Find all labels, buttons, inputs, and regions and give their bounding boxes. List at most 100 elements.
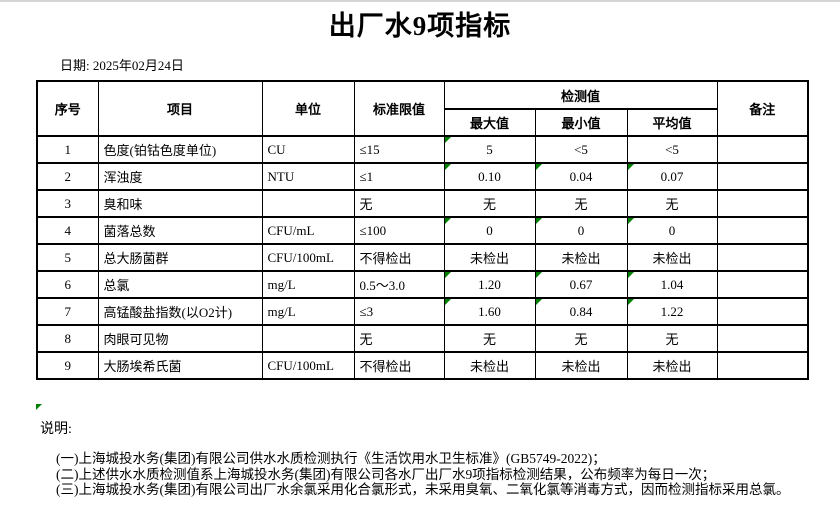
cell-item: 浑浊度 bbox=[97, 162, 263, 191]
cell-avg: 未检出 bbox=[626, 243, 718, 272]
cell-no: 6 bbox=[36, 270, 99, 299]
column-header-min: 最小值 bbox=[534, 108, 628, 137]
note-item: (二)上述供水水质检测值系上海城投水务(集团)有限公司各水厂出厂水9项指标检测结… bbox=[56, 466, 716, 482]
header-row-2: 最大值 最小值 平均值 bbox=[37, 108, 808, 137]
cell-max: 未检出 bbox=[443, 351, 536, 380]
cell-min: 无 bbox=[534, 324, 628, 353]
cell-limit: 无 bbox=[353, 324, 445, 353]
cell-no: 7 bbox=[36, 297, 99, 326]
cell-min: <5 bbox=[534, 135, 628, 164]
cell-avg: 未检出 bbox=[626, 351, 718, 380]
cell-no: 5 bbox=[36, 243, 99, 272]
cell-remark bbox=[716, 216, 809, 245]
cell-min: 0 bbox=[534, 216, 628, 245]
cell-limit: ≤100 bbox=[353, 216, 445, 245]
cell-min: 0.67 bbox=[534, 270, 628, 299]
table-header: 序号 项目 单位 标准限值 检测值 备注 最大值 最小值 平均值 bbox=[36, 80, 809, 137]
cell-unit bbox=[261, 189, 355, 218]
cell-no: 9 bbox=[36, 351, 99, 380]
cell-item: 菌落总数 bbox=[97, 216, 263, 245]
cell-remark bbox=[716, 297, 809, 326]
column-header-no: 序号 bbox=[36, 80, 99, 137]
column-header-item: 项目 bbox=[97, 80, 263, 137]
cell-avg: 1.04 bbox=[626, 270, 718, 299]
cell-min: 0.04 bbox=[534, 162, 628, 191]
table-row: 2 浑浊度 NTU ≤1 0.10 0.04 0.07 bbox=[36, 162, 809, 191]
cell-item: 大肠埃希氏菌 bbox=[97, 351, 263, 380]
cell-remark bbox=[716, 324, 809, 353]
cell-corner-marker-icon bbox=[445, 300, 451, 305]
column-header-unit: 单位 bbox=[261, 80, 355, 137]
cell-corner-marker-icon bbox=[445, 165, 451, 170]
cell-item: 高锰酸盐指数(以O2计) bbox=[97, 297, 263, 326]
cell-remark bbox=[716, 351, 809, 380]
cell-remark bbox=[716, 189, 809, 218]
column-header-avg: 平均值 bbox=[626, 108, 718, 137]
cell-corner-marker-icon bbox=[536, 300, 542, 305]
cell-corner-marker-icon bbox=[628, 273, 634, 278]
cell-max: 未检出 bbox=[443, 243, 536, 272]
cell-max: 无 bbox=[443, 324, 536, 353]
cell-item: 总大肠菌群 bbox=[97, 243, 263, 272]
cell-no: 2 bbox=[36, 162, 99, 191]
header-row-1: 序号 项目 单位 标准限值 检测值 备注 bbox=[36, 80, 809, 137]
notes-label: 说明: bbox=[40, 422, 72, 437]
column-header-limit: 标准限值 bbox=[353, 80, 445, 137]
cell-no: 1 bbox=[36, 135, 99, 164]
cell-limit: 无 bbox=[353, 189, 445, 218]
cell-remark bbox=[716, 243, 809, 272]
cell-unit bbox=[261, 324, 355, 353]
cell-corner-marker-icon bbox=[536, 273, 542, 278]
table-row: 7 高锰酸盐指数(以O2计) mg/L ≤3 1.60 0.84 1.22 bbox=[36, 297, 809, 326]
stray-cell-marker-icon bbox=[36, 404, 42, 410]
note-item: (三)上海城投水务(集团)有限公司出厂水余氯采用化合氯形式，未采用臭氧、二氧化氯… bbox=[56, 482, 790, 497]
date-label: 日期: bbox=[60, 58, 90, 73]
cell-corner-marker-icon bbox=[628, 219, 634, 224]
cell-no: 8 bbox=[36, 324, 99, 353]
cell-corner-marker-icon bbox=[445, 138, 451, 143]
cell-remark bbox=[716, 135, 809, 164]
column-header-max: 最大值 bbox=[443, 108, 536, 137]
cell-max: 无 bbox=[443, 189, 536, 218]
table-row: 6 总氯 mg/L 0.5～3.0 1.20 0.67 1.04 bbox=[36, 270, 809, 299]
cell-avg: 0.07 bbox=[626, 162, 718, 191]
indicators-table: 序号 项目 单位 标准限值 检测值 备注 最大值 最小值 平均值 1 色度(铂钴色… bbox=[36, 80, 809, 380]
cell-limit: 0.5～3.0 bbox=[353, 270, 445, 299]
cell-no: 4 bbox=[36, 216, 99, 245]
cell-avg: <5 bbox=[626, 135, 718, 164]
cell-min: 0.84 bbox=[534, 297, 628, 326]
cell-avg: 无 bbox=[626, 324, 718, 353]
date-value: 2025年02月24日 bbox=[92, 58, 184, 73]
column-header-remark: 备注 bbox=[716, 80, 809, 137]
cell-limit: ≤15 bbox=[353, 135, 445, 164]
cell-limit: 不得检出 bbox=[353, 243, 445, 272]
cell-max: 5 bbox=[443, 135, 536, 164]
cell-no: 3 bbox=[36, 189, 99, 218]
cell-unit: CU bbox=[261, 135, 355, 164]
cell-avg: 0 bbox=[626, 216, 718, 245]
window-top-border bbox=[0, 0, 840, 2]
cell-corner-marker-icon bbox=[536, 219, 542, 224]
table-row: 8 肉眼可见物无无无无 bbox=[36, 324, 809, 353]
cell-unit: mg/L bbox=[261, 270, 355, 299]
cell-unit: CFU/100mL bbox=[261, 243, 355, 272]
cell-item: 臭和味 bbox=[97, 189, 263, 218]
cell-item: 色度(铂钴色度单位) bbox=[97, 135, 263, 164]
cell-unit: CFU/100mL bbox=[261, 351, 355, 380]
cell-item: 总氯 bbox=[97, 270, 263, 299]
table-body: 1 色度(铂钴色度单位) CU ≤15 5 <5 <5 2 浑浊度 NTU ≤1 0.10 0.04 0.… bbox=[36, 135, 809, 380]
cell-corner-marker-icon bbox=[628, 165, 634, 170]
cell-min: 未检出 bbox=[534, 243, 628, 272]
cell-unit: NTU bbox=[261, 162, 355, 191]
table-row: 5 总大肠菌群 CFU/100mL 不得检出 未检出 未检出 未检出 bbox=[36, 243, 809, 272]
cell-max: 0 bbox=[443, 216, 536, 245]
cell-remark bbox=[716, 162, 809, 191]
page-title: 出厂水9项指标 bbox=[328, 11, 512, 41]
column-header-detect-group: 检测值 bbox=[443, 80, 718, 110]
cell-remark bbox=[716, 270, 809, 299]
table-row: 1 色度(铂钴色度单位) CU ≤15 5 <5 <5 bbox=[36, 135, 809, 164]
cell-limit: ≤3 bbox=[353, 297, 445, 326]
cell-unit: CFU/mL bbox=[261, 216, 355, 245]
cell-avg: 1.22 bbox=[626, 297, 718, 326]
cell-max: 0.10 bbox=[443, 162, 536, 191]
